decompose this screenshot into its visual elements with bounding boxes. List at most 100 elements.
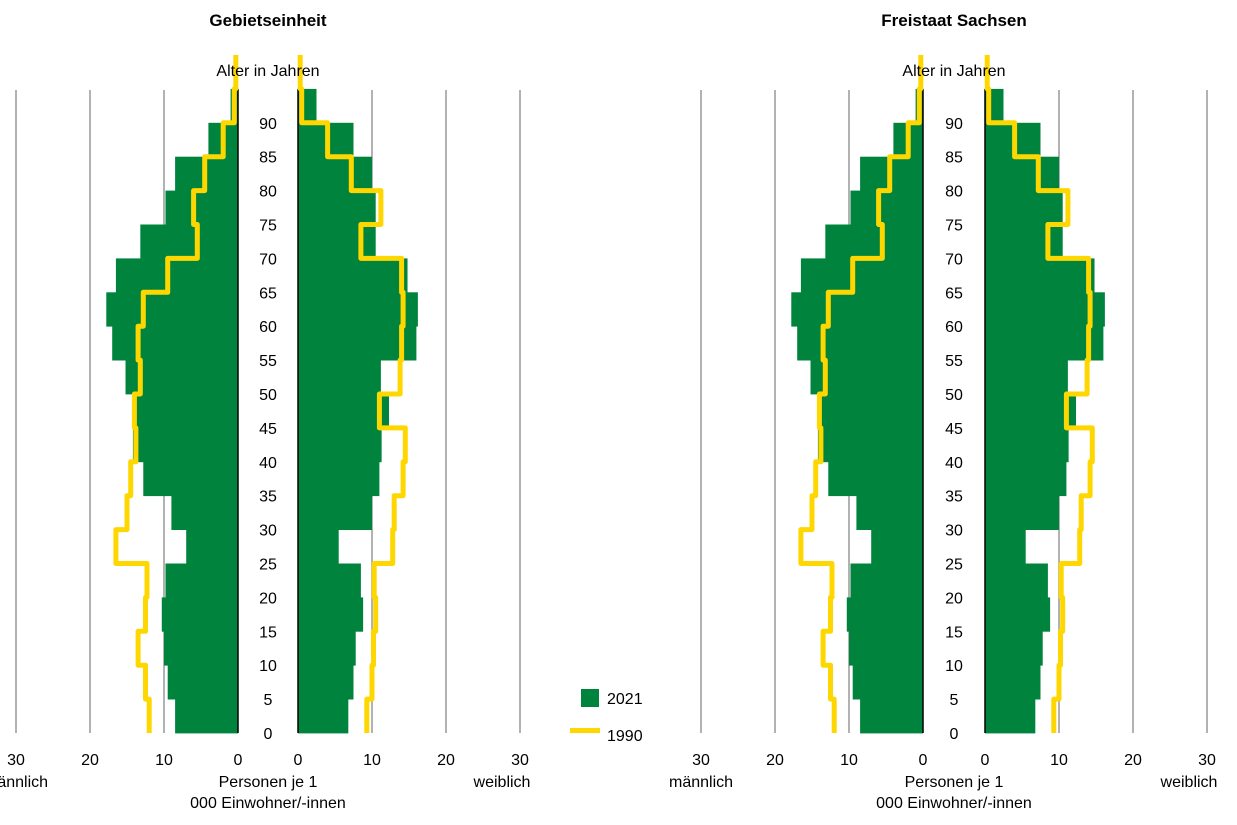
y-axis-label: Alter in Jahren — [216, 63, 319, 80]
bar-female-2021-age-55 — [985, 326, 1104, 361]
age-tick-35: 35 — [945, 489, 963, 506]
x-tick-female-10: 10 — [363, 752, 381, 769]
bar-female-2021-age-15 — [298, 597, 364, 632]
x-tick-female-30: 30 — [511, 752, 529, 769]
bar-female-2021-age-10 — [298, 631, 356, 666]
age-tick-70: 70 — [259, 251, 277, 268]
x-axis-label: Personen je 1 000 Einwohner/-innen — [190, 774, 346, 812]
age-tick-50: 50 — [259, 387, 277, 404]
bar-female-2021-age-30 — [298, 495, 372, 530]
bar-male-2021-age-50 — [810, 360, 923, 395]
line-female-1990 — [984, 55, 1095, 733]
bar-male-2021-age-10 — [164, 631, 238, 666]
bar-male-2021-age-70 — [140, 224, 238, 259]
bar-male-2021-age-40 — [132, 427, 238, 463]
age-tick-35: 35 — [259, 489, 277, 506]
bar-female-2021-age-0 — [985, 699, 1036, 734]
bar-male-2021-age-0 — [175, 699, 238, 734]
age-tick-25: 25 — [259, 557, 277, 574]
x-tick-female-30: 30 — [1198, 752, 1216, 769]
bar-male-2021-age-75 — [165, 190, 238, 225]
bar-female-2021-age-40 — [985, 427, 1069, 463]
bar-female-2021-age-40 — [298, 427, 382, 463]
age-tick-20: 20 — [259, 590, 277, 607]
bar-female-2021-age-35 — [985, 461, 1067, 497]
bar-male-2021-age-30 — [856, 495, 923, 530]
y-axis-label: Alter in Jahren — [902, 63, 1005, 80]
bar-female-2021-age-5 — [985, 665, 1041, 700]
x-tick-male-10: 10 — [840, 752, 858, 769]
age-tick-65: 65 — [945, 285, 963, 302]
bar-female-2021-age-50 — [985, 360, 1068, 395]
age-tick-45: 45 — [259, 421, 277, 438]
female-label: weiblich — [473, 774, 531, 791]
legend: 2021 1990 — [570, 689, 643, 745]
bar-male-2021-age-55 — [797, 326, 923, 361]
age-tick-60: 60 — [259, 319, 277, 336]
bar-male-2021-age-45 — [135, 394, 238, 429]
bar-female-2021-age-15 — [985, 597, 1051, 632]
bar-female-2021-age-45 — [298, 394, 390, 429]
age-tick-85: 85 — [945, 150, 963, 167]
bar-male-2021-age-10 — [849, 631, 923, 666]
age-tick-10: 10 — [259, 658, 277, 675]
bar-male-2021-age-40 — [817, 427, 923, 463]
bar-male-2021-age-75 — [850, 190, 923, 225]
x-tick-female-20: 20 — [437, 752, 455, 769]
age-tick-45: 45 — [945, 421, 963, 438]
bar-male-2021-age-15 — [161, 597, 238, 632]
age-tick-40: 40 — [259, 455, 277, 472]
bar-female-2021-age-45 — [985, 394, 1077, 429]
age-tick-80: 80 — [945, 184, 963, 201]
line-female-1990 — [297, 55, 408, 733]
bar-female-2021-age-60 — [298, 292, 418, 327]
bar-female-2021-age-30 — [985, 495, 1059, 530]
x-tick-male-0: 0 — [919, 752, 928, 769]
bar-female-2021-age-25 — [985, 529, 1026, 564]
bar-male-2021-age-70 — [825, 224, 923, 259]
bar-male-2021-age-45 — [820, 394, 923, 429]
bar-female-2021-age-20 — [298, 563, 361, 598]
x-tick-male-20: 20 — [81, 752, 99, 769]
bar-male-2021-age-25 — [186, 529, 238, 564]
bar-male-2021-age-60 — [791, 292, 923, 327]
chart-title: Freistaat Sachsen — [881, 11, 1027, 30]
age-tick-50: 50 — [945, 387, 963, 404]
pyramid-2: 0 5 10 15 20 25 30 35 40 45 50 55 60 65 70 75 80 85 90 Frei… — [669, 11, 1217, 812]
x-tick-male-20: 20 — [766, 752, 784, 769]
x-tick-female-20: 20 — [1124, 752, 1142, 769]
legend-label-1990: 1990 — [607, 728, 643, 745]
age-tick-40: 40 — [945, 455, 963, 472]
bar-male-2021-age-35 — [143, 461, 238, 497]
age-tick-5: 5 — [950, 692, 959, 709]
bar-female-2021-age-5 — [298, 665, 354, 700]
bar-female-2021-age-50 — [298, 360, 381, 395]
bar-female-2021-age-25 — [298, 529, 339, 564]
bar-male-2021-age-20 — [850, 563, 923, 598]
bar-male-2021-age-50 — [125, 360, 238, 395]
line-male-1990 — [113, 55, 239, 733]
x-tick-female-0: 0 — [981, 752, 990, 769]
bar-male-2021-age-65 — [115, 258, 238, 293]
pyramid-1: 0 5 10 15 20 25 30 35 40 45 50 55 60 65 70 75 80 85 90 Gebi… — [0, 11, 530, 812]
bar-female-2021-age-20 — [985, 563, 1048, 598]
x-tick-female-10: 10 — [1050, 752, 1068, 769]
age-tick-70: 70 — [945, 251, 963, 268]
legend-swatch-1990 — [570, 728, 600, 733]
age-tick-90: 90 — [945, 116, 963, 133]
age-tick-0: 0 — [264, 726, 273, 743]
age-tick-55: 55 — [945, 353, 963, 370]
male-label: männlich — [0, 774, 48, 791]
age-tick-75: 75 — [945, 218, 963, 235]
x-tick-male-30: 30 — [692, 752, 710, 769]
bar-male-2021-age-65 — [800, 258, 923, 293]
age-tick-0: 0 — [950, 726, 959, 743]
bar-male-2021-age-55 — [112, 326, 238, 361]
bar-female-2021-age-80 — [985, 156, 1059, 191]
age-tick-55: 55 — [259, 353, 277, 370]
bar-female-2021-age-10 — [985, 631, 1043, 666]
bar-female-2021-age-65 — [985, 258, 1095, 293]
legend-swatch-2021 — [581, 689, 599, 707]
bar-female-2021-age-75 — [298, 190, 376, 225]
bar-male-2021-age-0 — [860, 699, 923, 734]
